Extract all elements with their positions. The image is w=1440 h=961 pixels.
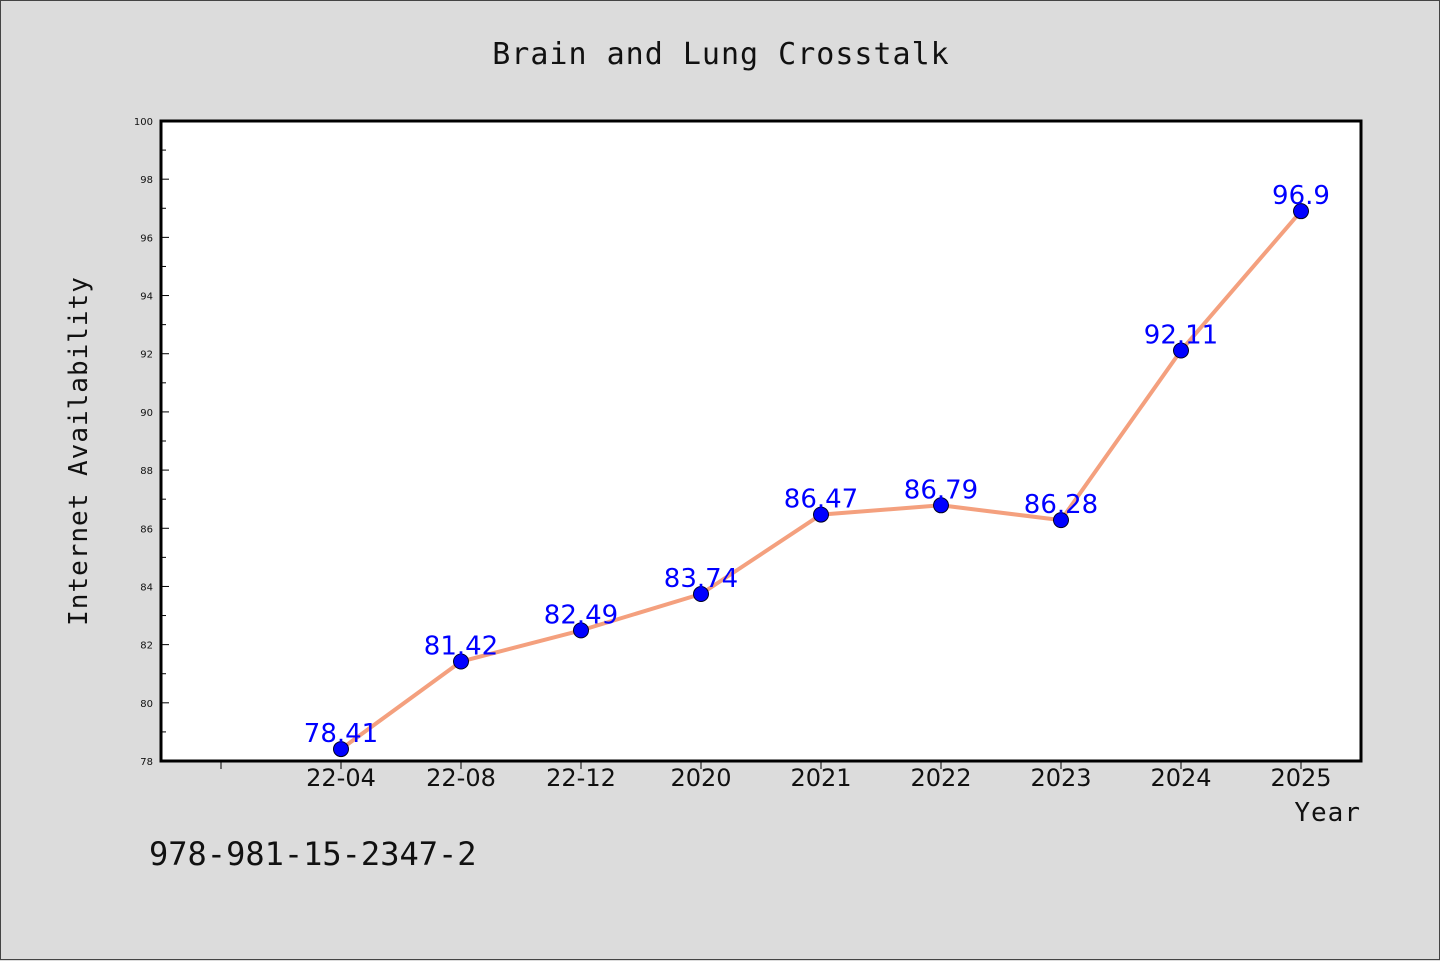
y-tick-label: 92 — [140, 350, 153, 361]
data-label: 78.41 — [304, 719, 378, 749]
y-tick-label: 88 — [140, 466, 153, 477]
x-tick-label: 2024 — [1150, 764, 1211, 792]
data-point — [1173, 342, 1189, 359]
data-point — [813, 506, 829, 523]
x-tick-label: 22-12 — [546, 764, 616, 792]
data-point — [333, 741, 349, 758]
y-axis-label: Internet Availability — [64, 276, 94, 626]
data-label: 86.28 — [1024, 490, 1098, 520]
footnote-text: 978-981-15-2347-2 — [149, 835, 477, 873]
data-point — [693, 586, 709, 603]
data-label: 86.79 — [904, 475, 978, 505]
x-axis: 22-04 22-08 22-12 2020 2021 2022 2023 2024 2025 — [220, 761, 1332, 792]
plot-area — [159, 119, 1363, 763]
data-label: 82.49 — [544, 600, 618, 630]
x-tick-label: 22-08 — [426, 764, 496, 792]
y-tick-label: 90 — [140, 408, 153, 419]
y-tick-label: 80 — [140, 699, 153, 710]
chart-title: Brain and Lung Crosstalk — [492, 37, 949, 72]
y-tick-label: 100 — [134, 117, 153, 128]
x-tick-label: 2022 — [910, 764, 971, 792]
y-tick-label: 98 — [140, 175, 153, 186]
y-tick-label: 94 — [140, 292, 153, 303]
data-point — [933, 497, 949, 514]
data-point — [1053, 512, 1069, 529]
x-tick-label: 2025 — [1270, 764, 1331, 792]
y-tick-label: 82 — [140, 641, 153, 652]
data-point — [453, 653, 469, 670]
data-point — [573, 622, 589, 639]
series-layer: 78.41 81.42 82.49 83.74 86.47 86.79 86.28 92.11… — [304, 181, 1330, 758]
data-label: 81.42 — [424, 632, 498, 662]
x-tick-label: 2023 — [1030, 764, 1091, 792]
x-tick-label: 2021 — [790, 764, 851, 792]
y-tick-label: 78 — [140, 757, 153, 768]
y-axis: 78 80 82 84 86 88 90 92 94 96 98 100 — [134, 117, 169, 768]
y-tick-label: 86 — [140, 524, 153, 535]
y-tick-label: 96 — [140, 233, 153, 244]
x-tick-label: 2020 — [670, 764, 731, 792]
data-label: 83.74 — [664, 564, 738, 594]
data-label: 86.47 — [784, 485, 858, 515]
data-label: 96.9 — [1272, 181, 1330, 211]
data-point — [1293, 203, 1309, 220]
y-tick-label: 84 — [140, 582, 153, 593]
x-axis-label: Year — [1294, 798, 1361, 828]
x-tick-label: 22-04 — [306, 764, 376, 792]
data-label: 92.11 — [1144, 321, 1218, 351]
